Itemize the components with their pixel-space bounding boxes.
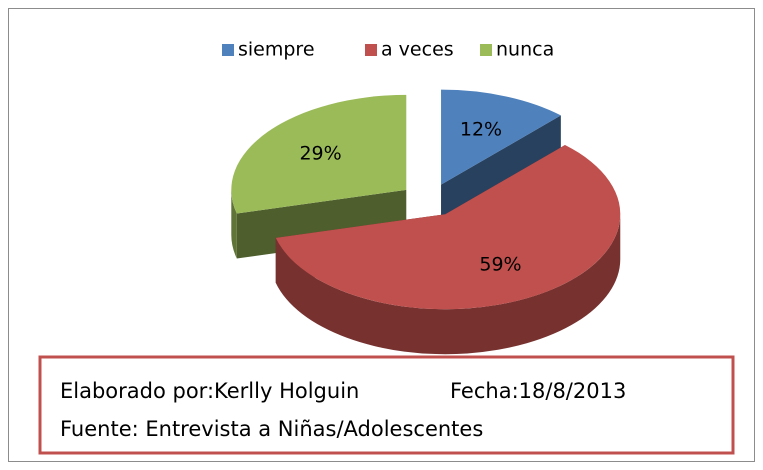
data-label: 59%	[479, 253, 521, 275]
slice	[231, 94, 407, 214]
slice-side	[275, 214, 621, 355]
slice	[275, 144, 621, 310]
legend-swatch	[480, 44, 492, 56]
legend-swatch	[365, 44, 377, 56]
legend-label: a veces	[381, 39, 454, 61]
date-note: Fecha:18/8/2013	[450, 379, 626, 403]
source-box	[38, 355, 735, 455]
data-label: 12%	[460, 118, 502, 140]
slice	[441, 89, 561, 185]
data-label: 29%	[299, 142, 341, 164]
legend-label: siempre	[238, 39, 315, 61]
legend-label: nunca	[496, 39, 554, 61]
slice-side	[231, 189, 237, 259]
author-note: Elaborado por:Kerlly Holguin	[60, 379, 359, 403]
legend-swatch	[222, 44, 234, 56]
source-note: Fuente: Entrevista a Niñas/Adolescentes	[60, 417, 483, 441]
